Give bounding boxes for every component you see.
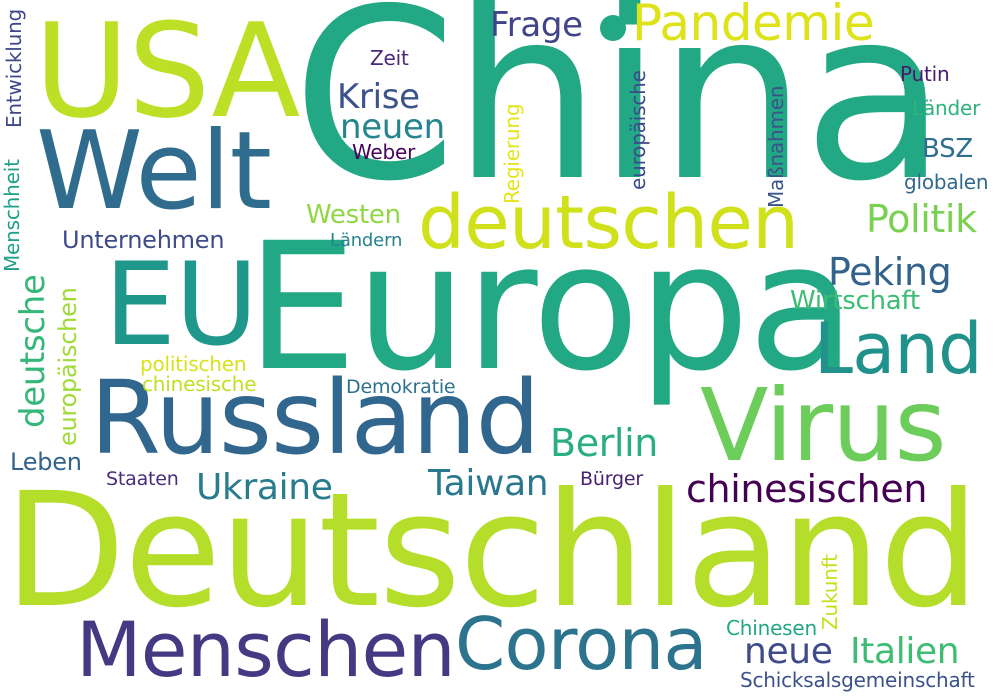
word-deutschland: Deutschland [4, 459, 980, 643]
word-wirtschaft: Wirtschaft [790, 286, 920, 316]
word-corona: Corona [455, 602, 708, 686]
word-eu: EU [104, 238, 258, 371]
word-putin: Putin [900, 62, 950, 86]
word-staaten: Staaten [106, 468, 179, 490]
word-deutschen: deutschen [418, 180, 799, 266]
word-deutsche: deutsche [13, 274, 53, 428]
word-frage: Frage [490, 5, 583, 45]
word-usa: USA [34, 0, 300, 147]
word-weber: Weber [352, 140, 416, 164]
word-globalen: globalen [904, 170, 989, 194]
word-politik: Politik [866, 197, 977, 241]
word-chinesischen: chinesischen [686, 467, 928, 511]
word-russland: Russland [90, 359, 540, 478]
word-laendern: Ländern [330, 230, 403, 251]
word-buerger: Bürger [580, 468, 643, 490]
word-massnahmen: Maßnahmen [764, 85, 788, 208]
word-westen: Westen [306, 200, 401, 230]
word-europa: Europa [246, 205, 856, 410]
word-laender-cap: Länder [912, 96, 981, 120]
word-pandemie: Pandemie [632, 0, 875, 52]
word-neue: neue [744, 631, 833, 672]
word-peking: Peking [828, 250, 952, 294]
word-neuen: neuen [340, 107, 445, 147]
word-land: Land [814, 308, 983, 390]
word-regierung: Regierung [500, 103, 524, 204]
word-dot [600, 15, 626, 41]
word-berlin: Berlin [550, 421, 658, 465]
word-leben: Leben [10, 448, 82, 476]
word-politischen: politischen [140, 352, 247, 376]
word-entwicklung: Entwicklung [2, 8, 26, 128]
word-zukunft: Zukunft [818, 554, 842, 630]
word-demokratie: Demokratie [346, 376, 456, 398]
word-italien: Italien [850, 631, 960, 672]
word-schicksalsgemeinschaft: Schicksalsgemeinschaft [740, 668, 975, 692]
word-menschen: Menschen [76, 605, 456, 694]
word-krise: Krise [337, 77, 420, 117]
word-chinesen: Chinesen [726, 616, 817, 640]
word-zeit: Zeit [370, 46, 409, 70]
word-menschheit: Menschheit [0, 159, 24, 272]
word-europaeische: europäische [626, 70, 650, 190]
word-unternehmen: Unternehmen [62, 226, 225, 254]
word-ukraine: Ukraine [196, 467, 333, 508]
word-taiwan: Taiwan [428, 463, 549, 504]
word-welt: Welt [36, 109, 272, 234]
word-chinesische: chinesische [142, 372, 257, 396]
word-virus: Virus [700, 367, 947, 484]
word-europaeischen: europäischen [54, 287, 82, 446]
word-bsz: BSZ [922, 134, 973, 164]
